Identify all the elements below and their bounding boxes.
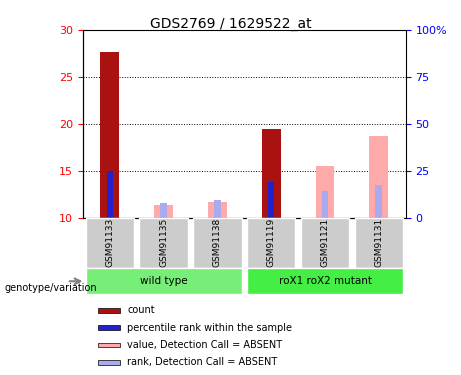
Bar	[322, 191, 328, 217]
Bar	[98, 308, 120, 313]
Bar	[262, 129, 281, 218]
Text: count: count	[127, 305, 155, 315]
Text: GDS2769 / 1629522_at: GDS2769 / 1629522_at	[150, 17, 311, 31]
FancyBboxPatch shape	[139, 217, 188, 268]
Bar	[268, 182, 274, 218]
Text: genotype/variation: genotype/variation	[5, 283, 97, 293]
Bar	[376, 185, 382, 218]
Text: GSM91133: GSM91133	[106, 218, 114, 267]
FancyBboxPatch shape	[193, 217, 242, 268]
Bar	[98, 326, 120, 330]
FancyBboxPatch shape	[247, 268, 403, 294]
FancyBboxPatch shape	[301, 217, 349, 268]
Bar	[98, 343, 120, 347]
Text: value, Detection Call = ABSENT: value, Detection Call = ABSENT	[127, 340, 282, 350]
Bar	[98, 360, 120, 365]
FancyBboxPatch shape	[355, 217, 403, 268]
Text: percentile rank within the sample: percentile rank within the sample	[127, 323, 292, 333]
Bar	[208, 202, 227, 217]
Bar	[369, 136, 388, 218]
FancyBboxPatch shape	[86, 268, 242, 294]
Text: GSM91138: GSM91138	[213, 218, 222, 267]
Text: GSM91119: GSM91119	[267, 218, 276, 267]
Bar	[154, 206, 173, 218]
Bar	[214, 200, 221, 217]
Text: roX1 roX2 mutant: roX1 roX2 mutant	[278, 276, 372, 286]
FancyBboxPatch shape	[86, 217, 134, 268]
Text: rank, Detection Call = ABSENT: rank, Detection Call = ABSENT	[127, 357, 278, 368]
Text: wild type: wild type	[140, 276, 188, 286]
Text: GSM91121: GSM91121	[320, 218, 330, 267]
Bar	[107, 171, 112, 217]
Bar	[316, 166, 334, 218]
FancyBboxPatch shape	[247, 217, 296, 268]
Text: GSM91131: GSM91131	[374, 218, 383, 267]
Bar	[160, 203, 167, 217]
Bar	[100, 52, 119, 217]
Text: GSM91135: GSM91135	[159, 218, 168, 267]
